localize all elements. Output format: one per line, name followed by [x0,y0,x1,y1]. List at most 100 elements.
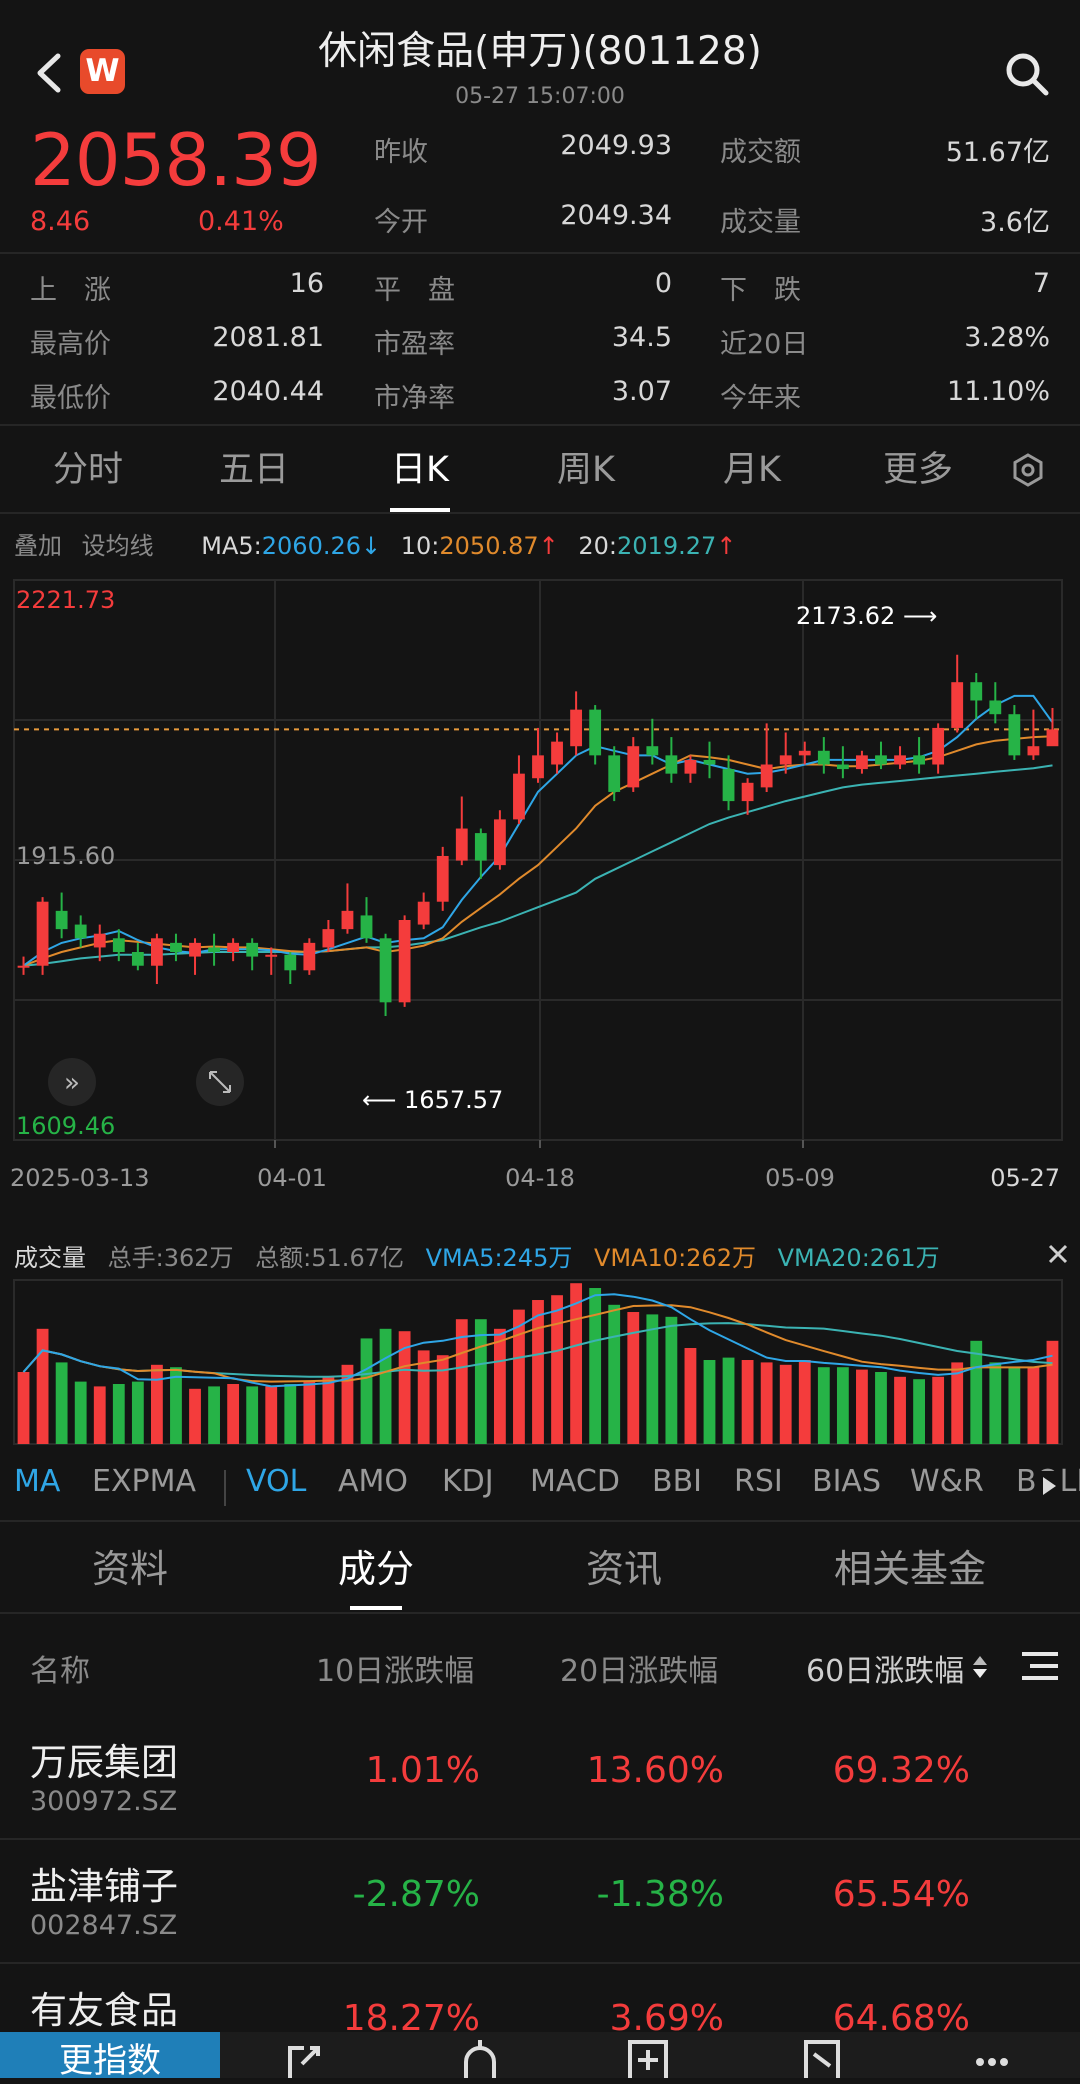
bell-icon[interactable] [458,2038,502,2078]
col-10d[interactable]: 10日涨跌幅 [316,1654,475,1689]
volume-total-amount: 总额:51.67亿 [255,1244,404,1272]
candle [741,778,754,815]
quote-timestamp: 05-27 15:07:00 [455,84,625,109]
col-60d[interactable]: 60日涨跌幅 [806,1654,965,1689]
low-annotation: ⟵ 1657.57 [362,1086,503,1114]
candle [360,897,373,943]
tab-more[interactable]: 更多 [882,450,953,490]
volume-bar [894,1376,906,1444]
tab-constituents[interactable]: 成分 [337,1547,414,1591]
document-icon[interactable] [800,2038,844,2078]
volume-bar [227,1384,240,1444]
tab-weekly-k[interactable]: 周K [557,450,615,490]
volume-chart[interactable] [0,1276,1080,1448]
volume-bar [112,1384,125,1444]
index-button[interactable]: 更指数 [0,2032,220,2078]
candle-body [760,764,773,788]
list-item[interactable]: 万辰集团 300972.SZ 1.01% 13.60% 69.32% [0,1714,1080,1836]
more-icon[interactable] [970,2038,1014,2078]
x-label: 04-01 [257,1164,327,1192]
candle [189,938,201,975]
volume-bar [1008,1367,1021,1444]
high-annotation: 2173.62 ⟶ [796,602,937,630]
volume-bar [551,1295,563,1444]
candle-body [417,901,430,925]
x-label: 2025-03-13 [10,1164,149,1192]
candle-body [341,910,354,930]
col-20d[interactable]: 20日涨跌幅 [560,1654,719,1689]
fullscreen-button[interactable] [196,1058,244,1106]
volume-bar [17,1372,30,1444]
price-change-pct: 0.41% [198,206,284,237]
tab-intraday[interactable]: 分时 [52,450,123,490]
stat-20d: 近20日 3.28% [720,322,1050,360]
volume-bar [474,1319,487,1444]
indicator-ma[interactable]: MA [14,1464,61,1499]
candle-body [703,759,716,765]
tab-5day[interactable]: 五日 [218,450,289,490]
tab-profile[interactable]: 资料 [91,1547,168,1591]
search-icon[interactable] [1003,50,1051,98]
play-right-icon[interactable] [1037,1471,1061,1501]
volume-bar [36,1328,49,1444]
settings-icon[interactable] [1010,452,1046,488]
tab-daily-k[interactable]: 日K [391,450,449,490]
candle-body [246,942,259,957]
divider [0,1612,1080,1614]
candle-body [932,727,945,765]
indicator-bias[interactable]: BIAS [812,1464,881,1499]
indicator-amo[interactable]: AMO [338,1464,409,1499]
page-title: 休闲食品(申万)(801128) [318,29,762,74]
candle-body [398,919,411,1003]
candle [1008,705,1021,760]
volume-bar [741,1360,754,1444]
volume-title: 成交量 [14,1244,86,1272]
list-item[interactable]: 盐津铺子 002847.SZ -2.87% -1.38% 65.54% [0,1838,1080,1960]
indicator-vol[interactable]: VOL [246,1464,307,1499]
list-menu-icon[interactable] [1022,1650,1058,1682]
candle [951,654,964,733]
stat-turnover: 成交额 51.67亿 [720,137,1050,168]
indicator-bbi[interactable]: BBI [652,1464,703,1499]
close-icon[interactable] [1046,1242,1070,1266]
candle-body [1046,729,1059,747]
candle [398,915,411,1007]
overlay-button[interactable]: 叠加 [14,532,62,560]
candle [474,828,487,879]
candle-body [436,855,449,902]
indicator-wr[interactable]: W&R [910,1464,984,1499]
indicator-separator [224,1470,226,1506]
candle [894,746,906,770]
back-icon[interactable] [30,48,70,98]
change-20d: 13.60% [586,1750,724,1791]
candle-body [1008,714,1021,756]
candle [36,897,49,975]
candle [989,682,1002,724]
candle-body [913,755,925,765]
set-ma-button[interactable]: 设均线 [81,532,154,560]
indicator-macd[interactable]: MACD [530,1464,620,1499]
col-name: 名称 [30,1654,90,1689]
candle-body [665,755,678,774]
volume-bar [532,1300,544,1444]
candle-body [474,833,487,861]
candle-body [951,682,964,728]
add-icon[interactable] [626,2038,670,2078]
tab-related-funds[interactable]: 相关基金 [833,1547,986,1591]
indicator-rsi[interactable]: RSI [734,1464,783,1499]
indicator-kdj[interactable]: KDJ [442,1464,494,1499]
indicator-expma[interactable]: EXPMA [92,1464,197,1499]
candle-body [74,924,87,939]
volume-bar [817,1367,830,1444]
price-change: 8.46 [30,206,91,237]
share-icon[interactable] [284,2038,328,2078]
volume-bar [875,1372,887,1444]
sort-icon[interactable] [972,1654,988,1680]
candlestick-chart[interactable]: 2221.73 1915.60 1609.46 2173.62 ⟶ ⟵ 1657.57 2… [0,570,1080,1210]
candle [93,924,106,962]
candle-body [627,746,640,788]
expand-left-button[interactable]: » [48,1058,96,1106]
volume-bar [265,1386,278,1444]
tab-news[interactable]: 资讯 [585,1547,662,1591]
tab-monthly-k[interactable]: 月K [723,450,781,490]
